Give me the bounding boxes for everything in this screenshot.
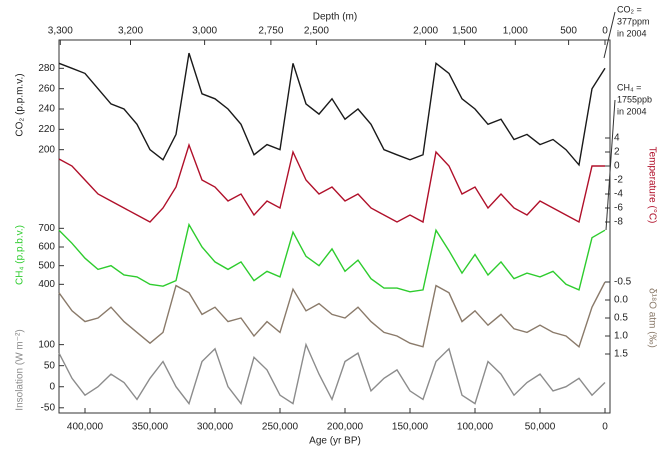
- annotation-arrow: [605, 99, 616, 231]
- series-line: [58, 142, 605, 224]
- depth-tick-label: 3,300: [48, 26, 73, 37]
- y-tick-label: 200: [38, 144, 55, 155]
- x-tick-label: 150,000: [392, 422, 429, 433]
- plot-frame: [58, 39, 611, 414]
- y-tick-label: 280: [38, 63, 55, 74]
- depth-axis-title: Depth (m): [313, 12, 357, 23]
- x-tick-label: 0: [602, 422, 608, 433]
- y-tick-label: -50: [41, 402, 56, 413]
- series-line: [58, 52, 606, 167]
- y-tick-label: 1.0: [614, 331, 628, 342]
- depth-tick-label: 500: [560, 26, 577, 37]
- y-axis-title: CO₂ (p.p.m.v.): [15, 73, 26, 136]
- y-tick-label: 500: [38, 260, 55, 271]
- annotation: in 2004: [617, 28, 647, 38]
- series-line: [58, 222, 606, 293]
- y-tick-label: 4: [614, 133, 620, 144]
- y-axis-title: CH₄ (p.p.b.v.): [15, 225, 26, 285]
- y-tick-label: 400: [38, 279, 55, 290]
- series-line: [58, 281, 606, 348]
- depth-tick-label: 1,000: [503, 26, 528, 37]
- y-tick-label: 700: [38, 223, 55, 234]
- x-tick-label: 350,000: [132, 422, 169, 433]
- annotation: 377ppm: [617, 16, 650, 26]
- annotation: CH₄ =: [617, 82, 641, 92]
- y-tick-label: 0.5: [614, 313, 628, 324]
- y-tick-label: 50: [44, 360, 56, 371]
- y-tick-label: -6: [614, 203, 623, 214]
- annotation-arrow: [603, 11, 616, 59]
- depth-tick-label: 3,200: [118, 26, 143, 37]
- y-axis-title: Temperature (°C): [646, 147, 657, 224]
- depth-tick-label: 0: [602, 26, 608, 37]
- x-tick-label: 400,000: [67, 422, 104, 433]
- x-tick-label: 300,000: [197, 422, 234, 433]
- y-tick-label: 220: [38, 124, 55, 135]
- y-tick-label: -0.5: [614, 277, 632, 288]
- y-tick-label: 1.5: [614, 349, 628, 360]
- y-tick-label: -4: [614, 189, 623, 200]
- depth-tick-label: 1,500: [452, 26, 477, 37]
- y-axis-title: δ¹⁸O atm (‰): [646, 288, 657, 348]
- y-tick-label: 0: [49, 381, 55, 392]
- annotation: CO₂ =: [617, 4, 642, 14]
- depth-tick-label: 2,000: [413, 26, 438, 37]
- annotation: in 2004: [617, 106, 647, 116]
- annotation: 1755ppb: [617, 94, 652, 104]
- depth-tick-label: 2,500: [304, 26, 329, 37]
- y-tick-label: 2: [614, 147, 620, 158]
- series-line: [58, 342, 606, 406]
- x-tick-label: 100,000: [457, 422, 494, 433]
- y-tick-label: 100: [38, 339, 55, 350]
- y-tick-label: -2: [614, 175, 623, 186]
- x-axis-title: Age (yr BP): [309, 436, 361, 447]
- y-tick-label: -8: [614, 217, 623, 228]
- x-tick-label: 250,000: [262, 422, 299, 433]
- y-tick-label: 260: [38, 83, 55, 94]
- x-tick-label: 50,000: [525, 422, 556, 433]
- y-tick-label: 240: [38, 104, 55, 115]
- y-axis-title: Insolation (W m⁻²): [15, 329, 26, 410]
- depth-tick-label: 3,000: [192, 26, 217, 37]
- y-tick-label: 0: [614, 161, 620, 172]
- y-tick-label: 0.0: [614, 295, 628, 306]
- depth-tick-label: 2,750: [258, 26, 283, 37]
- x-tick-label: 200,000: [327, 422, 364, 433]
- y-tick-label: 600: [38, 242, 55, 253]
